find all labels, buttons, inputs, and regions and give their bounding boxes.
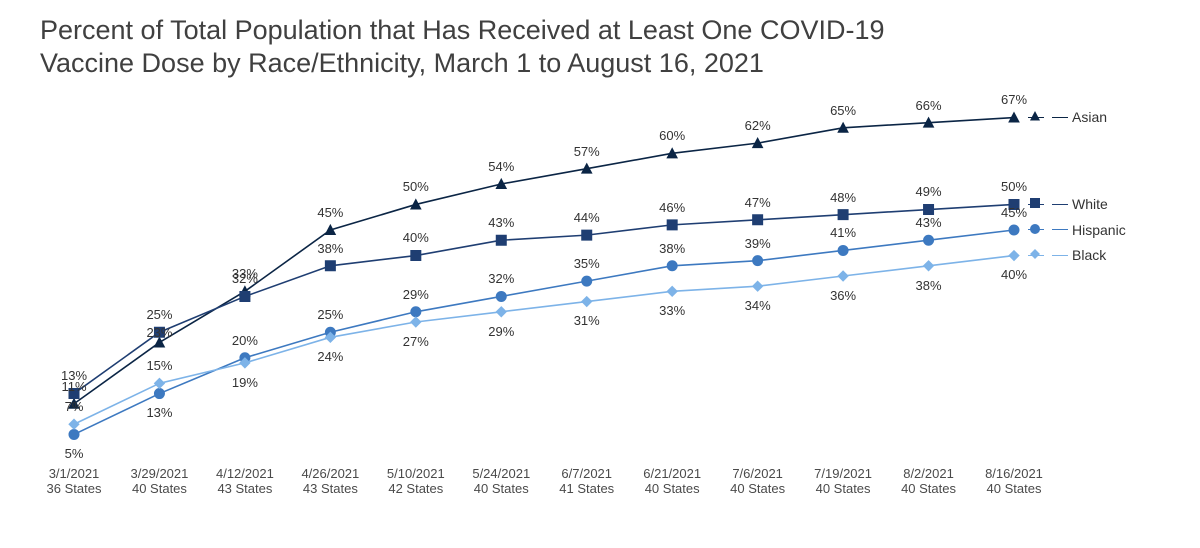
x-axis-label: 6/7/202141 States [559, 466, 614, 497]
legend-label: Asian [1072, 109, 1107, 125]
x-axis-label: 4/12/202143 States [216, 466, 274, 497]
x-axis-label: 5/10/202142 States [387, 466, 445, 497]
marker-white [411, 250, 421, 260]
marker-hispanic [753, 256, 763, 266]
chart-title: Percent of Total Population that Has Rec… [40, 14, 900, 80]
legend-item-asian: Asian [1028, 109, 1107, 125]
x-axis-states: 40 States [901, 481, 956, 497]
marker-hispanic [582, 276, 592, 286]
legend-line-icon [1052, 229, 1068, 230]
x-axis-label: 8/16/202140 States [985, 466, 1043, 497]
legend-label: White [1072, 196, 1108, 212]
x-axis-label: 8/2/202140 States [901, 466, 956, 497]
series-line-hispanic [74, 230, 1014, 434]
marker-white [838, 210, 848, 220]
marker-black [411, 317, 421, 327]
x-axis-date: 3/1/2021 [47, 466, 102, 482]
x-axis-label: 6/21/202140 States [643, 466, 701, 497]
marker-hispanic [496, 291, 506, 301]
x-axis-states: 40 States [131, 481, 189, 497]
marker-white [1009, 199, 1019, 209]
legend-item-hispanic: Hispanic [1028, 222, 1126, 238]
x-axis-states: 43 States [216, 481, 274, 497]
marker-white [325, 261, 335, 271]
x-axis-date: 6/7/2021 [559, 466, 614, 482]
x-axis-date: 8/2/2021 [901, 466, 956, 482]
x-axis-states: 40 States [985, 481, 1043, 497]
marker-white [69, 388, 79, 398]
x-axis-states: 36 States [47, 481, 102, 497]
vaccine-chart: Percent of Total Population that Has Rec… [0, 0, 1200, 548]
legend-label: Hispanic [1072, 222, 1126, 238]
x-axis-date: 5/10/2021 [387, 466, 445, 482]
x-axis-states: 40 States [472, 481, 530, 497]
x-axis-label: 7/6/202140 States [730, 466, 785, 497]
marker-black [1009, 250, 1019, 260]
marker-white [154, 327, 164, 337]
x-axis-label: 3/1/202136 States [47, 466, 102, 497]
plot-area: 3/1/202136 States3/29/202140 States4/12/… [40, 86, 1172, 506]
marker-asian [154, 337, 164, 347]
marker-black [582, 296, 592, 306]
marker-black [667, 286, 677, 296]
x-axis-states: 40 States [643, 481, 701, 497]
marker-asian [69, 399, 79, 409]
x-axis-label: 5/24/202140 States [472, 466, 530, 497]
marker-black [924, 261, 934, 271]
x-axis-states: 43 States [301, 481, 359, 497]
marker-white [496, 235, 506, 245]
marker-hispanic [154, 388, 164, 398]
x-axis-date: 7/6/2021 [730, 466, 785, 482]
marker-black [753, 281, 763, 291]
legend-line-icon [1052, 255, 1068, 256]
marker-hispanic [1009, 225, 1019, 235]
marker-black [838, 271, 848, 281]
marker-hispanic [69, 429, 79, 439]
marker-white [667, 220, 677, 230]
x-axis-date: 8/16/2021 [985, 466, 1043, 482]
x-axis-states: 42 States [387, 481, 445, 497]
marker-white [924, 204, 934, 214]
marker-hispanic [411, 307, 421, 317]
marker-white [753, 215, 763, 225]
legend-item-white: White [1028, 196, 1108, 212]
marker-black [154, 378, 164, 388]
legend-label: Black [1072, 247, 1106, 263]
x-axis-date: 3/29/2021 [131, 466, 189, 482]
x-axis-date: 6/21/2021 [643, 466, 701, 482]
marker-white [240, 291, 250, 301]
x-axis-date: 4/26/2021 [301, 466, 359, 482]
series-line-asian [74, 117, 1014, 403]
marker-black [496, 307, 506, 317]
series-line-black [74, 255, 1014, 424]
marker-hispanic [667, 261, 677, 271]
x-axis-date: 7/19/2021 [814, 466, 872, 482]
marker-hispanic [924, 235, 934, 245]
x-axis-states: 41 States [559, 481, 614, 497]
marker-white [582, 230, 592, 240]
series-line-white [74, 204, 1014, 393]
x-axis-date: 5/24/2021 [472, 466, 530, 482]
x-axis-label: 7/19/202140 States [814, 466, 872, 497]
x-axis-states: 40 States [814, 481, 872, 497]
legend-line-icon [1052, 204, 1068, 205]
marker-black [69, 419, 79, 429]
x-axis-label: 3/29/202140 States [131, 466, 189, 497]
x-axis-date: 4/12/2021 [216, 466, 274, 482]
marker-hispanic [838, 245, 848, 255]
x-axis-states: 40 States [730, 481, 785, 497]
x-axis-label: 4/26/202143 States [301, 466, 359, 497]
legend-item-black: Black [1028, 247, 1106, 263]
legend-line-icon [1052, 117, 1068, 118]
